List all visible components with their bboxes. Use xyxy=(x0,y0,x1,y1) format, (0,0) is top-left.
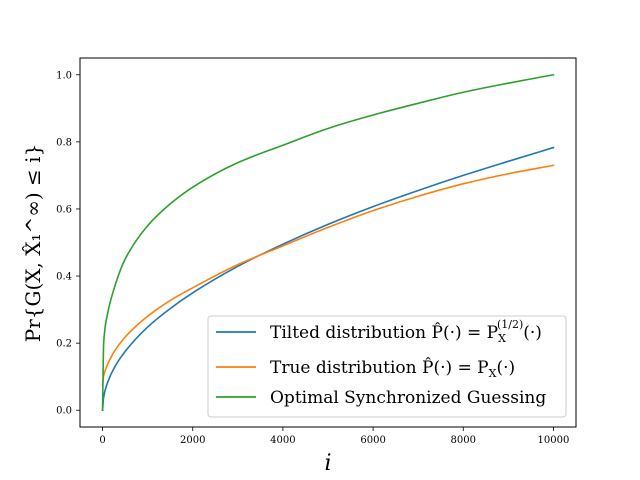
y-tick-label: 0.6 xyxy=(56,204,72,215)
y-tick-label: 0.4 xyxy=(56,272,72,283)
plot-frame xyxy=(79,57,577,428)
x-tick-label: 2000 xyxy=(180,435,205,446)
series-line-2 xyxy=(101,164,555,386)
x-tick-label: 6000 xyxy=(360,435,385,446)
legend-entry: Tilted distribution P̂(·) = PX(1/2)(·) xyxy=(270,318,542,345)
legend-box xyxy=(207,315,567,418)
x-tick-label: 0 xyxy=(99,435,105,446)
legend: Tilted distribution P̂(·) = PX(1/2)(·) Tr… xyxy=(207,315,567,418)
y-tick-label: 0.0 xyxy=(56,406,72,417)
y-tick-label: 1.0 xyxy=(56,70,72,81)
x-tick-label: 10000 xyxy=(538,435,570,446)
y-axis-ticks: 0.0 0.2 0.4 0.6 0.8 1.0 xyxy=(56,70,80,417)
y-axis-label: Pr{G(X, X̂₁^∞) ≤ i} xyxy=(21,144,45,343)
x-axis-label: i xyxy=(324,451,331,476)
legend-entry: True distribution P̂(·) = PX(·) xyxy=(270,358,515,380)
y-tick-label: 0.2 xyxy=(56,339,72,350)
x-axis-ticks: 0 2000 4000 6000 8000 10000 xyxy=(99,427,569,446)
x-tick-label: 8000 xyxy=(451,435,476,446)
series-lines xyxy=(101,73,555,412)
legend-entry: Optimal Synchronized Guessing xyxy=(270,388,546,408)
series-line-1 xyxy=(101,146,555,412)
x-tick-label: 4000 xyxy=(270,435,295,446)
y-tick-label: 0.8 xyxy=(56,137,72,148)
series-line-3 xyxy=(101,73,555,412)
